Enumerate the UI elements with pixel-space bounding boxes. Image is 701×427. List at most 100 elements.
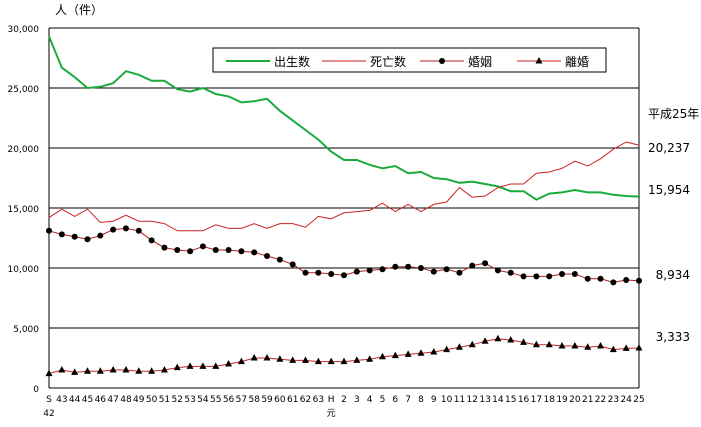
- x-tick-label: 61: [287, 395, 298, 405]
- data-point: [533, 273, 540, 280]
- y-tick-label: 25,000: [8, 85, 40, 95]
- data-point: [212, 247, 219, 253]
- legend-label-出生数: 出生数: [274, 54, 310, 69]
- end-annotations: 平成25年 15,954 20,237 8,934 3,333: [648, 107, 699, 344]
- x-tick-label: 58: [248, 395, 260, 405]
- series-離婚: [45, 334, 643, 377]
- x-tick-label: 8: [418, 395, 424, 405]
- x-tick-label: 56: [223, 395, 235, 405]
- legend-marker: [439, 58, 445, 64]
- data-point: [161, 244, 168, 251]
- data-point: [571, 342, 579, 349]
- x-tick-label: 46: [95, 395, 107, 405]
- data-point: [494, 267, 501, 274]
- data-point: [635, 344, 643, 351]
- data-point: [366, 267, 373, 274]
- data-point: [622, 344, 630, 351]
- data-point: [276, 256, 283, 263]
- data-point: [353, 268, 360, 275]
- data-point: [404, 350, 412, 357]
- x-tick-label: 3: [354, 395, 360, 405]
- data-point: [289, 356, 297, 363]
- y-tick-label: 30,000: [8, 25, 40, 35]
- data-point: [417, 349, 425, 356]
- data-point: [250, 354, 258, 361]
- data-point: [238, 248, 245, 255]
- data-point: [507, 269, 514, 276]
- data-point: [173, 363, 181, 371]
- series-死亡数: [48, 141, 640, 232]
- legend: 出生数 死亡数 婚姻 離婚: [212, 47, 607, 73]
- data-point: [276, 355, 284, 362]
- end-label-婚姻: 8,934: [656, 268, 690, 282]
- x-tick-label: H: [328, 395, 335, 405]
- data-point: [597, 342, 605, 349]
- data-point: [96, 367, 104, 374]
- data-point: [532, 340, 540, 348]
- data-point: [584, 343, 592, 350]
- x-tick-label: 23: [608, 395, 619, 405]
- x-tick-label: 47: [107, 395, 118, 405]
- data-point: [507, 336, 515, 343]
- data-point: [455, 343, 463, 350]
- data-point: [264, 253, 271, 259]
- x-tick-label: 50: [146, 395, 158, 405]
- x-tick-label: 5: [380, 395, 386, 405]
- data-point: [71, 368, 79, 375]
- data-point: [302, 356, 310, 363]
- data-point: [199, 362, 207, 369]
- x-tick-label: 51: [159, 395, 170, 405]
- x-tick-label: 6: [392, 395, 398, 405]
- x-tick-label: 44: [69, 395, 81, 405]
- data-point: [520, 273, 527, 280]
- y-axis: 0 5,000 10,000 15,000 20,000 25,000 30,000: [8, 25, 40, 395]
- y-tick-label: 5,000: [13, 325, 39, 335]
- x-tick-label: 18: [543, 395, 555, 405]
- x-tick-label: 11: [454, 395, 465, 405]
- x-tick-label: S: [46, 395, 52, 405]
- annotation-header: 平成25年: [648, 107, 699, 121]
- data-point: [212, 362, 220, 369]
- x-tick-label: 4: [367, 395, 373, 405]
- x-tick-label: 45: [82, 395, 93, 405]
- data-point: [302, 269, 309, 276]
- data-point: [610, 279, 617, 286]
- data-point: [584, 275, 591, 282]
- series-line-出生数: [48, 36, 640, 201]
- x-tick-label: 59: [261, 395, 273, 405]
- data-point: [315, 269, 322, 276]
- data-point: [263, 354, 271, 361]
- data-point: [160, 366, 168, 373]
- x-tick-label: 22: [595, 395, 606, 405]
- end-label-離婚: 3,333: [656, 330, 690, 344]
- data-point: [225, 360, 233, 367]
- legend-label-婚姻: 婚姻: [468, 54, 492, 69]
- data-point: [187, 248, 194, 255]
- data-point: [109, 366, 117, 373]
- data-point: [482, 260, 489, 267]
- x-tick-label: 13: [479, 395, 490, 405]
- data-point: [83, 367, 91, 374]
- data-point: [571, 271, 578, 277]
- x-tick-label: 49: [133, 395, 145, 405]
- data-point: [135, 227, 142, 234]
- x-tick-label: 19: [556, 395, 568, 405]
- data-point: [199, 243, 206, 250]
- series-layer: [45, 36, 643, 377]
- x-tick-label: 62: [300, 395, 311, 405]
- data-point: [340, 357, 348, 365]
- data-point: [559, 271, 566, 277]
- x-tick-label: 12: [467, 395, 478, 405]
- data-point: [391, 351, 399, 359]
- x-tick-label: 52: [172, 395, 183, 405]
- data-point: [148, 237, 155, 244]
- data-point: [45, 369, 53, 377]
- data-point: [135, 367, 143, 374]
- data-point: [481, 337, 489, 344]
- x-tick-label: 10: [441, 395, 453, 405]
- data-point: [328, 271, 335, 277]
- data-point: [469, 262, 476, 269]
- y-axis-label: 人（件）: [55, 3, 103, 17]
- x-tick-label: 15: [505, 395, 516, 405]
